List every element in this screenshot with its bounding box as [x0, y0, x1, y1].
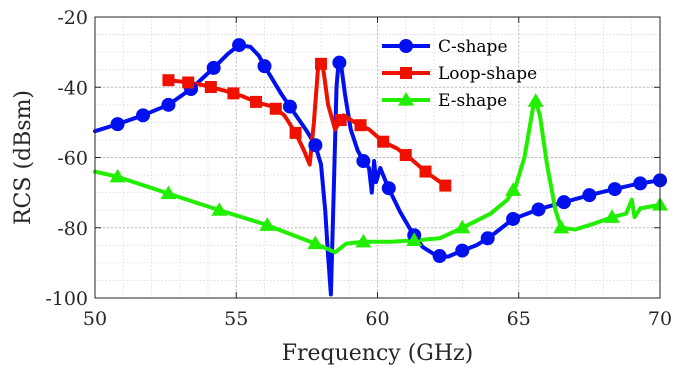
x-tick-label: 50	[83, 308, 107, 330]
marker-loop-shape	[162, 74, 175, 87]
marker-c-shape	[633, 176, 648, 191]
legend: C-shape Loop-shape E-shape	[382, 37, 537, 111]
marker-c-shape	[356, 154, 371, 169]
marker-loop-shape	[399, 149, 412, 162]
marker-c-shape	[455, 243, 470, 258]
marker-loop-shape	[204, 80, 217, 93]
marker-loop-shape	[289, 126, 302, 139]
marker-c-shape	[308, 138, 323, 153]
marker-e-shape	[603, 209, 620, 223]
marker-c-shape	[381, 181, 396, 196]
marker-loop-shape	[269, 102, 282, 115]
marker-c-shape	[556, 195, 571, 210]
marker-loop-shape	[419, 165, 432, 178]
tick-labels: 50 55 60 65 70 -100 -80 -60 -40 -20	[45, 7, 672, 330]
marker-e-shape	[505, 182, 522, 196]
x-tick-label: 65	[507, 308, 531, 330]
marker-loop-shape	[354, 119, 367, 132]
x-axis-label: Frequency (GHz)	[282, 341, 474, 366]
legend-marker-c-shape	[399, 39, 413, 53]
marker-e-shape	[211, 202, 228, 216]
marker-c-shape	[206, 60, 221, 75]
marker-e-shape	[553, 219, 570, 234]
legend-marker-loop-shape	[400, 67, 412, 79]
marker-loop-shape	[315, 57, 327, 70]
marker-c-shape	[282, 99, 297, 114]
y-tick-label: -60	[57, 148, 88, 170]
x-tick-label: 55	[224, 308, 248, 330]
marker-c-shape	[582, 188, 597, 203]
y-tick-label: -40	[57, 77, 88, 99]
marker-e-shape	[406, 232, 423, 246]
marker-e-shape	[109, 168, 126, 183]
marker-loop-shape	[377, 135, 390, 148]
x-tick-label: 70	[648, 308, 672, 330]
marker-c-shape	[531, 202, 546, 217]
y-tick-label: -100	[45, 288, 88, 310]
y-axis-label: RCS (dBsm)	[11, 90, 36, 225]
marker-c-shape	[332, 55, 347, 70]
series-markers	[109, 38, 668, 264]
marker-loop-shape	[227, 87, 240, 100]
marker-c-shape	[480, 231, 495, 246]
marker-c-shape	[607, 182, 622, 197]
y-tick-label: -20	[57, 7, 88, 29]
legend-marker-e-shape	[398, 92, 414, 106]
marker-c-shape	[110, 117, 125, 132]
marker-c-shape	[506, 211, 521, 226]
marker-loop-shape	[250, 95, 263, 108]
marker-e-shape	[259, 217, 276, 231]
axes	[94, 16, 661, 299]
legend-label-e-shape: E-shape	[438, 91, 507, 111]
legend-label-loop-shape: Loop-shape	[438, 64, 537, 84]
marker-loop-shape	[182, 76, 195, 89]
marker-loop-shape	[439, 179, 452, 192]
y-tick-label: -80	[57, 218, 88, 240]
series-line-c-shape	[93, 43, 662, 297]
marker-loop-shape	[334, 114, 347, 127]
marker-e-shape	[527, 93, 544, 107]
marker-e-shape	[355, 233, 372, 248]
marker-e-shape	[454, 219, 471, 234]
marker-c-shape	[257, 59, 272, 74]
marker-c-shape	[432, 249, 447, 264]
marker-c-shape	[161, 97, 176, 112]
legend-label-c-shape: C-shape	[438, 37, 508, 57]
marker-c-shape	[136, 108, 151, 123]
x-tick-label: 60	[365, 308, 389, 330]
marker-e-shape	[307, 235, 324, 250]
marker-e-shape	[160, 185, 177, 200]
grid	[94, 16, 661, 299]
marker-c-shape	[232, 38, 247, 53]
